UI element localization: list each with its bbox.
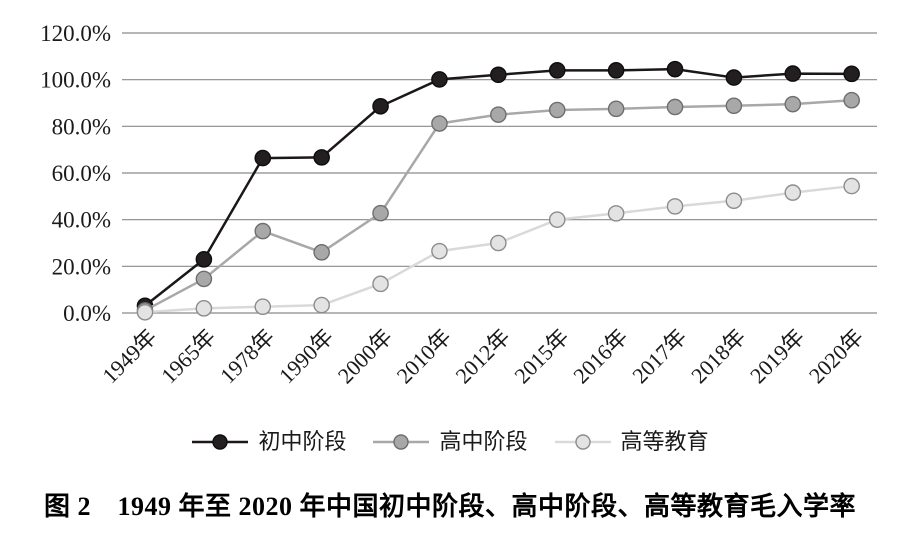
x-axis-tick-label: 1949年 <box>97 324 161 388</box>
data-point <box>254 149 272 167</box>
data-point <box>490 106 507 123</box>
data-point <box>195 251 213 268</box>
data-point <box>666 198 684 215</box>
data-point <box>725 192 743 210</box>
data-point <box>548 101 566 119</box>
data-point <box>313 296 330 314</box>
y-axis-tick-label: 40.0% <box>52 208 111 233</box>
data-point <box>195 300 213 317</box>
x-axis-tick-label: 2015年 <box>509 324 573 388</box>
data-point <box>548 211 566 228</box>
data-point <box>490 234 507 252</box>
data-point <box>843 177 860 195</box>
data-point <box>666 60 684 78</box>
y-axis-tick-label: 100.0% <box>40 68 111 93</box>
legend-label-senior-secondary: 高中阶段 <box>439 429 528 454</box>
data-point <box>843 91 860 109</box>
data-point <box>666 98 684 116</box>
legend-label-higher-education: 高等教育 <box>620 429 709 454</box>
y-axis-tick-label: 0.0% <box>63 301 111 326</box>
data-point <box>784 95 802 113</box>
data-point <box>607 205 625 222</box>
x-axis-tick-label: 1965年 <box>156 324 220 388</box>
data-point <box>548 62 566 79</box>
data-point <box>313 244 330 261</box>
x-axis-tick-label: 2017年 <box>627 324 691 388</box>
x-axis-tick-label: 2020年 <box>804 324 868 388</box>
data-point <box>254 298 272 316</box>
data-point <box>372 275 389 293</box>
data-point <box>431 71 448 88</box>
line-chart: 0.0% 20.0% 40.0% 60.0% 80.0% 100.0% 120.0% 1949… <box>40 21 877 388</box>
y-axis-tick-label: 20.0% <box>52 254 111 279</box>
data-point <box>195 270 213 288</box>
data-point <box>431 242 448 260</box>
legend-label-junior-secondary: 初中阶段 <box>258 429 347 454</box>
x-axis-tick-label: 1978年 <box>215 324 279 388</box>
data-point <box>313 149 330 166</box>
legend-item-senior-secondary: 高中阶段 <box>372 429 528 454</box>
data-point <box>725 97 743 115</box>
chart-legend: 初中阶段 高中阶段 高等教育 <box>0 423 900 461</box>
x-axis-tick-label: 2010年 <box>392 324 456 388</box>
x-axis-tick-label: 2019年 <box>745 324 809 388</box>
data-point <box>784 184 802 201</box>
y-axis-tick-label: 80.0% <box>52 114 111 139</box>
data-point <box>372 204 389 222</box>
data-point <box>490 66 507 84</box>
data-point <box>136 303 154 321</box>
legend-item-junior-secondary: 初中阶段 <box>191 431 346 453</box>
y-axis-tick-label: 120.0% <box>40 21 111 46</box>
legend-item-higher-education: 高等教育 <box>554 431 709 453</box>
x-axis-tick-label: 2000年 <box>333 324 397 388</box>
x-axis-tick-label: 2012年 <box>451 324 515 388</box>
data-point <box>431 115 448 132</box>
data-point <box>607 100 625 118</box>
higher-education-marker-icon <box>554 434 611 450</box>
data-point <box>843 65 860 83</box>
data-point <box>725 69 743 86</box>
x-axis-tick-label: 2016年 <box>568 324 632 388</box>
data-point <box>607 62 625 79</box>
data-point <box>784 65 802 82</box>
junior-secondary-marker-icon <box>192 434 249 450</box>
senior-secondary-marker-icon <box>373 434 430 450</box>
x-axis-tick-label: 1990年 <box>274 324 338 388</box>
y-axis-tick-label: 60.0% <box>52 161 111 186</box>
x-axis-tick-label: 2018年 <box>686 324 750 388</box>
series-line <box>144 98 852 312</box>
figure-caption: 图 2 1949 年至 2020 年中国初中阶段、高中阶段、高等教育毛入学率 <box>43 492 856 521</box>
data-point <box>372 97 389 115</box>
data-point <box>254 222 272 240</box>
